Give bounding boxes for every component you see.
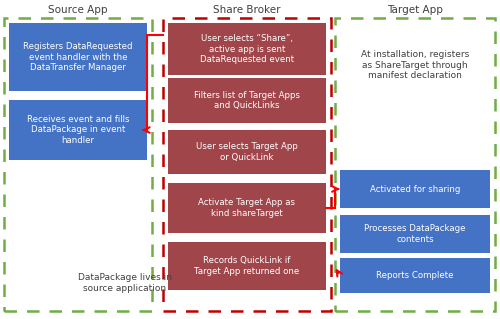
Bar	[9, 23, 147, 91]
Text: Processes DataPackage
contents: Processes DataPackage contents	[364, 224, 466, 244]
Bar	[4, 18, 152, 311]
Text: Source App: Source App	[48, 5, 108, 15]
Text: Records QuickLink if
Target App returned one: Records QuickLink if Target App returned…	[194, 256, 300, 276]
Bar	[168, 78, 326, 123]
Text: Reports Complete: Reports Complete	[376, 271, 454, 280]
Text: User selects “Share”,
active app is sent
DataRequested event: User selects “Share”, active app is sent…	[200, 34, 294, 64]
Bar	[168, 130, 326, 174]
Bar	[168, 242, 326, 290]
Text: At installation, registers
as ShareTarget through
manifest declaration: At installation, registers as ShareTarge…	[361, 50, 469, 80]
Bar	[9, 100, 147, 160]
Text: Registers DataRequested
event handler with the
DataTransfer Manager: Registers DataRequested event handler wi…	[23, 42, 133, 72]
Text: Share Broker: Share Broker	[213, 5, 281, 15]
Text: Activate Target App as
kind shareTarget: Activate Target App as kind shareTarget	[198, 198, 296, 218]
Bar	[340, 215, 490, 253]
Text: DataPackage lives in
source application: DataPackage lives in source application	[78, 273, 172, 293]
Text: Filters list of Target Apps
and QuickLinks: Filters list of Target Apps and QuickLin…	[194, 91, 300, 110]
Bar	[340, 170, 490, 208]
Bar	[163, 18, 331, 311]
Text: User selects Target App
or QuickLink: User selects Target App or QuickLink	[196, 142, 298, 162]
Bar	[168, 23, 326, 75]
Bar	[335, 18, 495, 311]
Text: Target App: Target App	[387, 5, 443, 15]
Text: Receives event and fills
DataPackage in event
handler: Receives event and fills DataPackage in …	[27, 115, 129, 145]
Text: Activated for sharing: Activated for sharing	[370, 184, 460, 194]
Bar	[340, 258, 490, 293]
Bar	[168, 183, 326, 233]
